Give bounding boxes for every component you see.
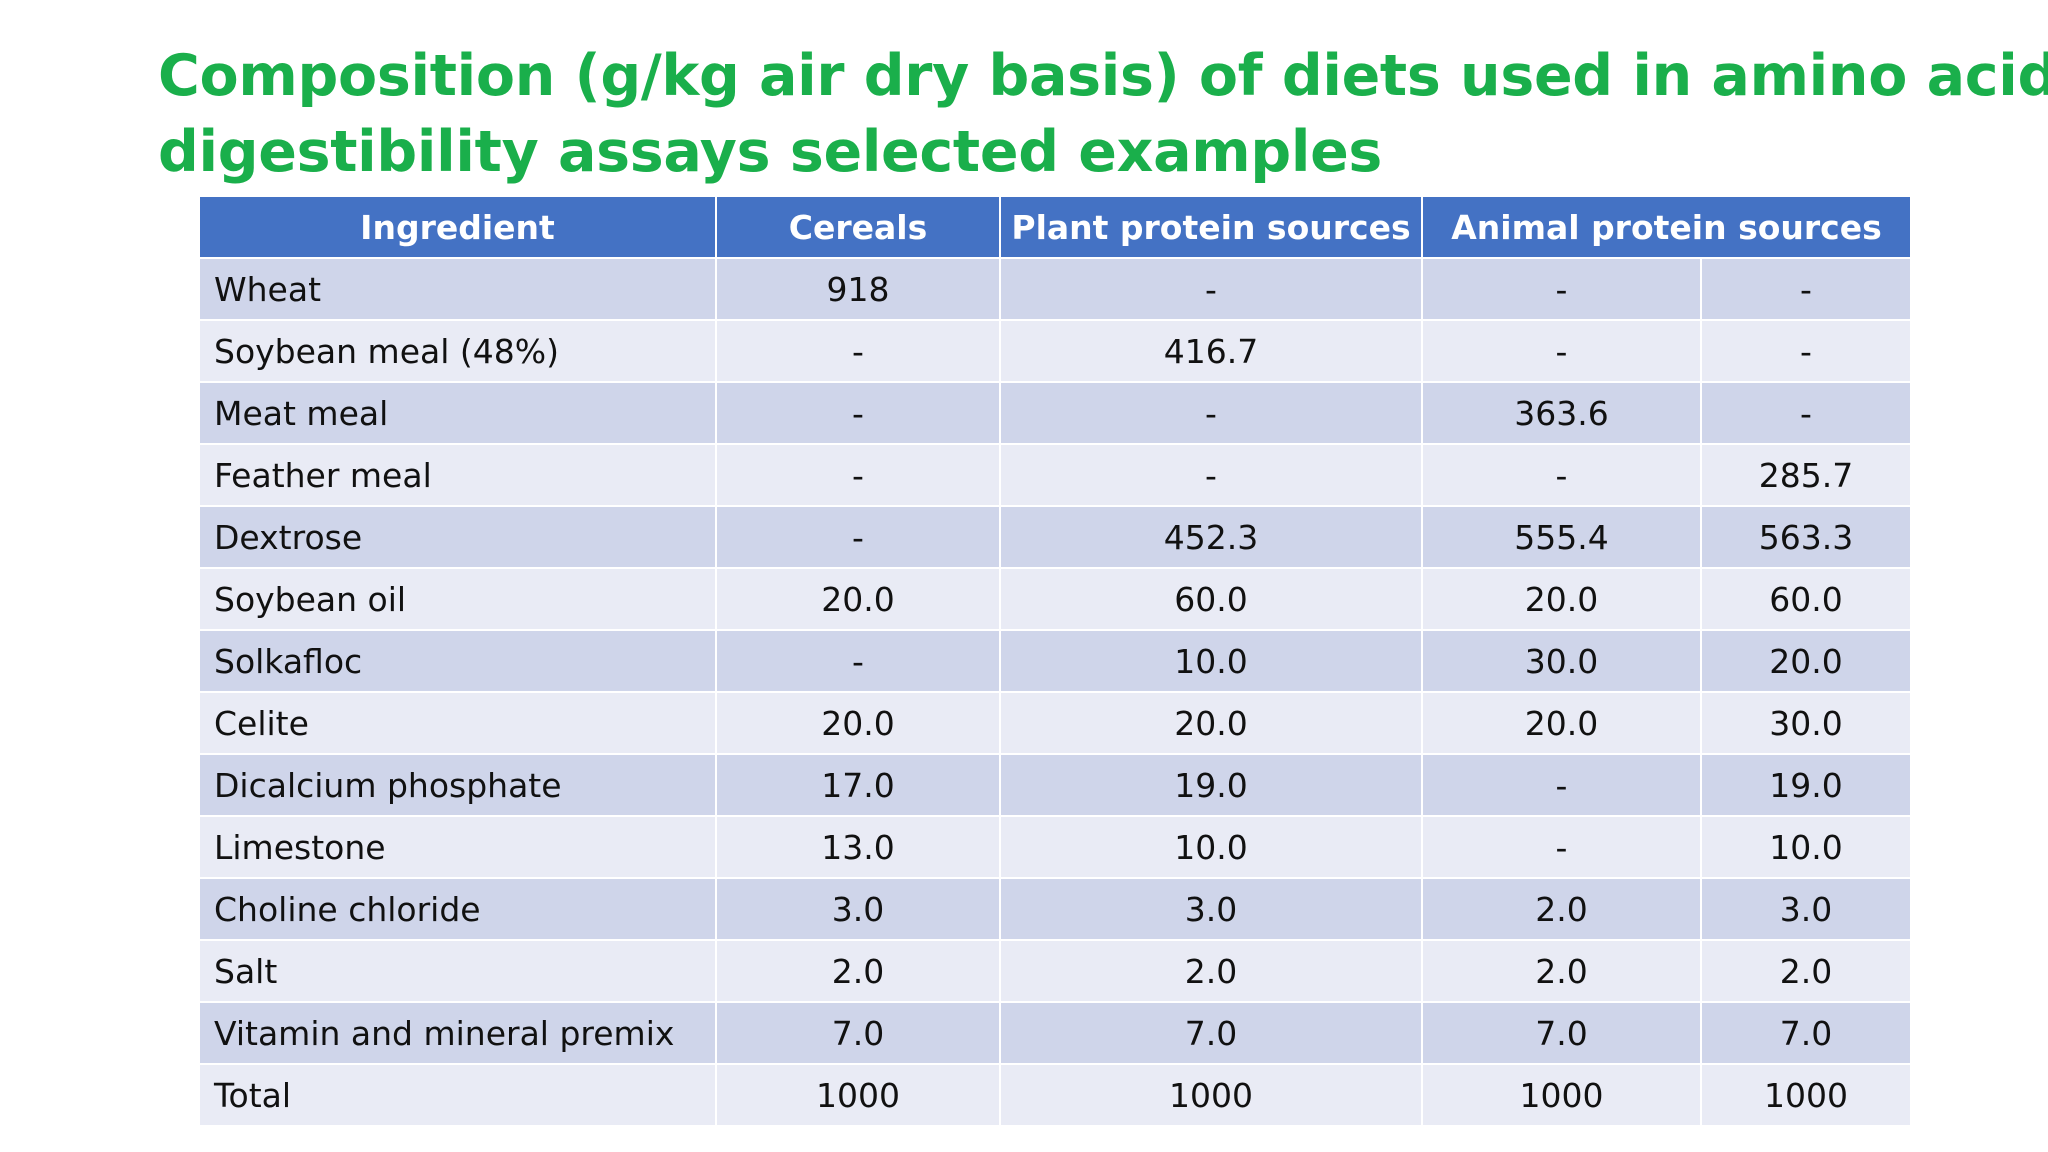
ingredient-cell: Total (200, 1065, 715, 1125)
plant-protein-cell: 19.0 (1001, 755, 1421, 815)
cereals-cell: 7.0 (717, 1003, 999, 1063)
table-row: Meat meal - -363.6- (200, 383, 1911, 443)
animal-protein-cell-2: 3.0 (1702, 879, 1911, 939)
cereals-cell: - (717, 445, 999, 505)
plant-protein-cell: 452.3 (1001, 507, 1421, 567)
ingredient-cell: Salt (200, 941, 715, 1001)
cereals-cell: 13.0 (717, 817, 999, 877)
cereals-cell: 20.0 (717, 569, 999, 629)
animal-protein-cell-1: 363.6 (1423, 383, 1700, 443)
cereals-cell: 2.0 (717, 941, 999, 1001)
animal-protein-cell-1: 1000 (1423, 1065, 1700, 1125)
header-plant-protein-sources: Plant protein sources (1001, 197, 1421, 257)
plant-protein-cell: 3.0 (1001, 879, 1421, 939)
animal-protein-cell-1: 2.0 (1423, 941, 1700, 1001)
ingredient-cell: Feather meal (200, 445, 715, 505)
plant-protein-cell: 10.0 (1001, 631, 1421, 691)
animal-protein-cell-1: - (1423, 259, 1700, 319)
cereals-cell: 1000 (717, 1065, 999, 1125)
plant-protein-cell: 1000 (1001, 1065, 1421, 1125)
animal-protein-cell-2: 7.0 (1702, 1003, 1911, 1063)
plant-protein-cell: 10.0 (1001, 817, 1421, 877)
plant-protein-cell: 60.0 (1001, 569, 1421, 629)
cereals-cell: - (717, 631, 999, 691)
animal-protein-cell-2: 20.0 (1702, 631, 1911, 691)
animal-protein-cell-2: 2.0 (1702, 941, 1911, 1001)
table-body: Wheat 918- - - Soybean meal (48%) -416.7- - Mea… (200, 259, 1911, 1125)
animal-protein-cell-2: 60.0 (1702, 569, 1911, 629)
animal-protein-cell-1: 20.0 (1423, 693, 1700, 753)
ingredient-cell: Choline chloride (200, 879, 715, 939)
animal-protein-cell-2: 285.7 (1702, 445, 1911, 505)
animal-protein-cell-2: 10.0 (1702, 817, 1911, 877)
ingredient-cell: Dextrose (200, 507, 715, 567)
cereals-cell: 3.0 (717, 879, 999, 939)
table-row: Soybean oil 20.0 60.0 20.0 60.0 (200, 569, 1911, 629)
animal-protein-cell-1: - (1423, 445, 1700, 505)
ingredient-cell: Wheat (200, 259, 715, 319)
plant-protein-cell: 20.0 (1001, 693, 1421, 753)
cereals-cell: 20.0 (717, 693, 999, 753)
ingredient-cell: Soybean oil (200, 569, 715, 629)
table-row: Wheat 918- - - (200, 259, 1911, 319)
cereals-cell: - (717, 321, 999, 381)
animal-protein-cell-1: - (1423, 321, 1700, 381)
table-row: Celite 20.0 20.0 20.0 30.0 (200, 693, 1911, 753)
plant-protein-cell: 7.0 (1001, 1003, 1421, 1063)
cereals-cell: - (717, 507, 999, 567)
ingredient-cell: Soybean meal (48%) (200, 321, 715, 381)
animal-protein-cell-2: 19.0 (1702, 755, 1911, 815)
ingredient-cell: Vitamin and mineral premix (200, 1003, 715, 1063)
animal-protein-cell-1: 2.0 (1423, 879, 1700, 939)
cereals-cell: 918 (717, 259, 999, 319)
animal-protein-cell-1: 7.0 (1423, 1003, 1700, 1063)
animal-protein-cell-1: 30.0 (1423, 631, 1700, 691)
table-row: Soybean meal (48%) -416.7- - (200, 321, 1911, 381)
plant-protein-cell: 2.0 (1001, 941, 1421, 1001)
table-row: Dextrose -452.3 555.4 563.3 (200, 507, 1911, 567)
table-row: Solkafloc -10.0 30.0 20.0 (200, 631, 1911, 691)
table-header-row: Ingredient Cereals Plant protein sources… (200, 197, 1911, 257)
ingredient-cell: Limestone (200, 817, 715, 877)
ingredient-cell: Celite (200, 693, 715, 753)
table-row: Dicalcium phosphate 17.0 19.0-19.0 (200, 755, 1911, 815)
animal-protein-cell-1: - (1423, 817, 1700, 877)
ingredient-cell: Dicalcium phosphate (200, 755, 715, 815)
header-cereals: Cereals (717, 197, 999, 257)
animal-protein-cell-2: - (1702, 321, 1911, 381)
plant-protein-cell: - (1001, 259, 1421, 319)
plant-protein-cell: - (1001, 445, 1421, 505)
plant-protein-cell: - (1001, 383, 1421, 443)
diet-composition-table: Ingredient Cereals Plant protein sources… (198, 195, 1912, 1127)
animal-protein-cell-2: - (1702, 259, 1911, 319)
table-row: Choline chloride 3.0 3.0 2.0 3.0 (200, 879, 1911, 939)
table-row: Total 1000 1000 1000 1000 (200, 1065, 1911, 1125)
table-header: Ingredient Cereals Plant protein sources… (200, 197, 1911, 257)
animal-protein-cell-1: 20.0 (1423, 569, 1700, 629)
slide-title-line-1: Composition (g/kg air dry basis) of diet… (158, 43, 2048, 109)
header-ingredient: Ingredient (200, 197, 715, 257)
table-row: Feather meal - - -285.7 (200, 445, 1911, 505)
slide-title-line-2: digestibility assays selected examples (158, 119, 1383, 185)
cereals-cell: 17.0 (717, 755, 999, 815)
animal-protein-cell-2: 563.3 (1702, 507, 1911, 567)
header-animal-protein-sources: Animal protein sources (1423, 197, 1911, 257)
animal-protein-cell-2: 1000 (1702, 1065, 1911, 1125)
animal-protein-cell-1: 555.4 (1423, 507, 1700, 567)
table-row: Limestone 13.0 10.0-10.0 (200, 817, 1911, 877)
ingredient-cell: Meat meal (200, 383, 715, 443)
table-row: Vitamin and mineral premix 7.0 7.0 7.0 7.0 (200, 1003, 1911, 1063)
cereals-cell: - (717, 383, 999, 443)
animal-protein-cell-2: - (1702, 383, 1911, 443)
animal-protein-cell-1: - (1423, 755, 1700, 815)
table-row: Salt 2.0 2.0 2.0 2.0 (200, 941, 1911, 1001)
plant-protein-cell: 416.7 (1001, 321, 1421, 381)
animal-protein-cell-2: 30.0 (1702, 693, 1911, 753)
ingredient-cell: Solkafloc (200, 631, 715, 691)
slide-title: Composition (g/kg air dry basis) of diet… (158, 38, 2048, 190)
